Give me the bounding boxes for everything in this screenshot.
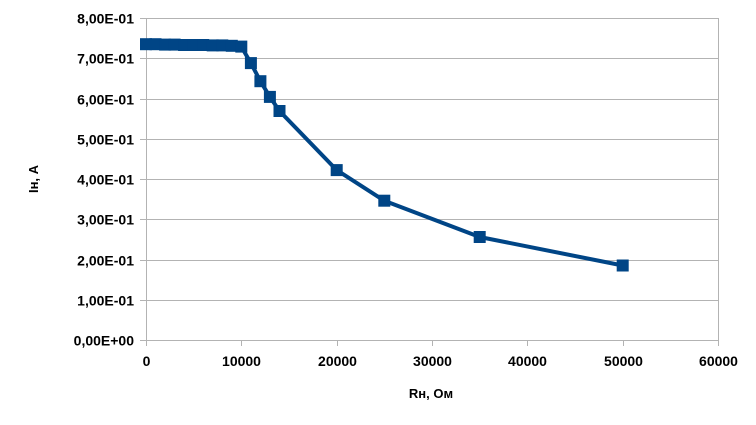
- data-point-marker: [235, 40, 248, 53]
- data-point-marker: [168, 38, 181, 51]
- data-point-marker: [187, 39, 200, 51]
- data-point-marker: [225, 39, 238, 52]
- x-axis-title: Rн, Ом: [409, 386, 453, 401]
- x-tick-label: 40000: [508, 353, 547, 369]
- y-tick-label: 2,00E-01: [77, 253, 134, 269]
- data-point-marker: [378, 194, 391, 207]
- series-layer: [140, 38, 629, 272]
- y-tick-label: 4,00E-01: [77, 172, 134, 188]
- data-point-marker: [616, 259, 629, 272]
- data-point-marker: [178, 39, 191, 51]
- data-point-marker: [197, 39, 210, 51]
- data-point-marker: [140, 38, 152, 51]
- y-tick-label: 7,00E-01: [77, 51, 134, 67]
- y-tick-label: 8,00E-01: [77, 11, 134, 27]
- tick-labels: 0,00E+00 1,00E-01 2,00E-01 3,00E-01 4,00E-01…: [74, 11, 739, 370]
- x-tick-label: 50000: [604, 353, 643, 369]
- y-tick-label: 0,00E+00: [74, 333, 135, 349]
- y-axis-title: Iн, A: [26, 164, 41, 193]
- y-tick-label: 1,00E-01: [77, 293, 134, 309]
- y-tick-label: 5,00E-01: [77, 132, 134, 148]
- x-tick-label: 20000: [318, 353, 357, 369]
- data-point-marker: [330, 164, 343, 177]
- axes: [140, 18, 719, 346]
- data-point-marker: [216, 39, 229, 52]
- x-tick-label: 60000: [699, 353, 738, 369]
- x-tick-label: 0: [143, 353, 151, 369]
- y-tick-label: 3,00E-01: [77, 212, 134, 228]
- y-tick-label: 6,00E-01: [77, 92, 134, 108]
- x-tick-label: 30000: [413, 353, 452, 369]
- data-point-marker: [159, 38, 172, 51]
- data-point-marker: [206, 39, 219, 52]
- x-tick-label: 10000: [222, 353, 261, 369]
- data-point-marker: [473, 231, 486, 243]
- data-point-marker: [149, 38, 162, 51]
- data-point-marker: [263, 90, 276, 103]
- data-point-marker: [273, 105, 286, 117]
- data-point-marker: [244, 57, 257, 70]
- data-point-marker: [254, 75, 267, 88]
